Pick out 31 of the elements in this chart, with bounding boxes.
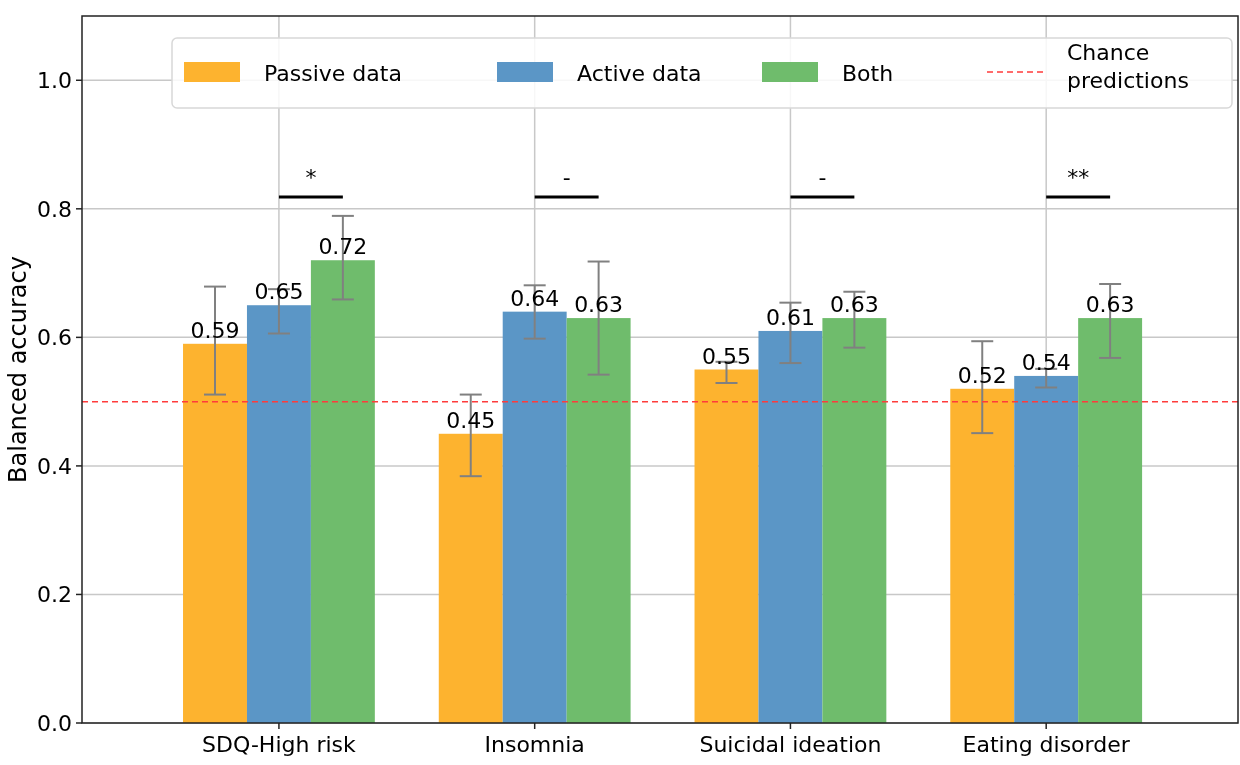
data-label: 0.65 [254, 279, 304, 305]
x-tick-label: Suicidal ideation [699, 732, 882, 757]
data-label: 0.63 [1085, 292, 1135, 318]
data-label: 0.61 [765, 304, 815, 330]
data-label: 0.63 [574, 292, 624, 318]
y-tick-label: 0.0 [37, 710, 72, 736]
x-tick-label: SDQ-High risk [202, 732, 357, 757]
legend-label: Both [842, 60, 894, 86]
x-tick-label: Eating disorder [962, 732, 1131, 757]
data-label: 0.64 [510, 285, 560, 311]
legend-label: Passive data [264, 60, 402, 86]
legend-label: Active data [577, 60, 702, 86]
x-tick-label: Insomnia [484, 732, 585, 757]
data-label: 0.45 [446, 407, 496, 433]
data-label: 0.55 [702, 343, 751, 369]
annotation: - [818, 165, 827, 190]
y-tick-label: 1.0 [37, 67, 72, 93]
data-label: 0.54 [1021, 349, 1071, 375]
y-tick-label: 0.8 [37, 196, 72, 222]
legend-label: Chance predictions [1067, 40, 1189, 93]
data-label: 0.59 [190, 317, 240, 343]
data-label: 0.72 [318, 234, 368, 260]
annotation: ** [1067, 165, 1090, 190]
data-label: 0.63 [829, 292, 879, 318]
y-tick-label: 0.6 [37, 325, 72, 351]
y-axis-title: Balanced accuracy [4, 256, 32, 483]
y-tick-label: 0.2 [37, 582, 72, 608]
y-tick-label: 0.4 [37, 453, 72, 479]
annotation: * [305, 165, 317, 190]
annotation: - [562, 165, 571, 190]
data-label: 0.52 [957, 362, 1007, 388]
